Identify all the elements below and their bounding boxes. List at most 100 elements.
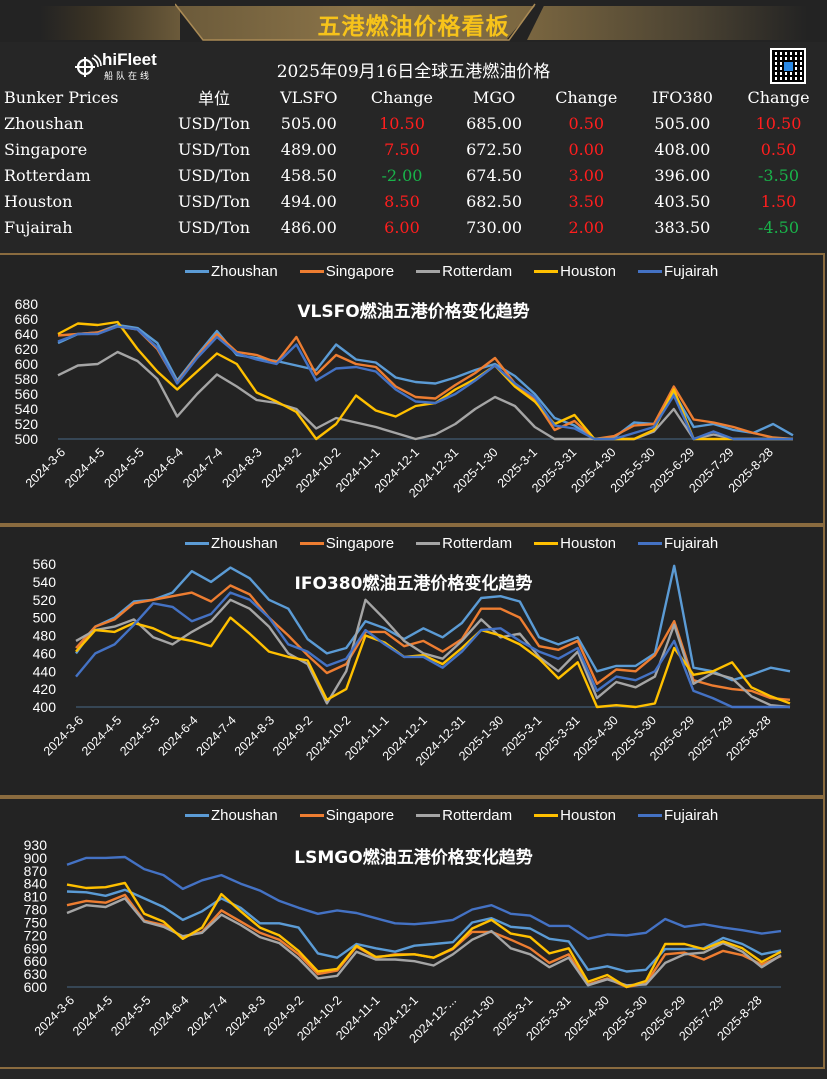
x-tick-label: 2024-5-5 (101, 445, 146, 490)
chart-legend: Zhoushan Singapore Rotterdam Houston Fujaira… (185, 535, 718, 552)
series-line-houston (57, 320, 793, 441)
header-vlsfo: VLSFO (280, 87, 338, 107)
vlsfo-chart-title: VLSFO燃油五港价格变化趋势 (297, 302, 530, 322)
y-tick-label: 460 (33, 645, 57, 661)
header-bar: 五港燃油价格看板 (0, 0, 827, 42)
y-tick-label: 780 (24, 902, 48, 918)
bunker-price-table: Bunker Prices 单位 VLSFO Change MGO Change… (0, 84, 827, 240)
y-tick-label: 500 (15, 431, 39, 447)
legend-label: Zhoushan (211, 263, 278, 280)
mgo-price: 674.50 (466, 165, 523, 185)
series-line-fujairah (57, 325, 793, 441)
hifleet-logo: hiFleet 船队在线 (72, 50, 172, 84)
legend-swatch (185, 542, 209, 545)
unit: USD/Ton (177, 165, 251, 185)
y-tick-label: 660 (15, 311, 39, 327)
vlsfo-price: 489.00 (280, 139, 337, 159)
y-tick-label: 600 (15, 356, 39, 372)
series-line-fujairah (66, 855, 782, 941)
legend-item-fujairah: Fujairah (638, 535, 718, 552)
table-row: Zhoushan USD/Ton 505.00 10.50 685.00 0.50 505.… (0, 110, 827, 136)
legend-label: Rotterdam (442, 535, 513, 552)
series-line-singapore (75, 584, 791, 701)
port-name: Houston (4, 191, 73, 211)
lsmgo-chart-title: LSMGO燃油五港价格变化趋势 (294, 848, 533, 868)
y-tick-label: 640 (15, 326, 39, 342)
y-tick-label: 750 (24, 914, 48, 930)
y-tick-label: 580 (15, 371, 39, 387)
chart-legend: Zhoushan Singapore Rotterdam Houston Fujaira… (185, 807, 718, 824)
legend-swatch (638, 270, 663, 273)
lsmgo-chart-panel: Zhoushan Singapore Rotterdam Houston Fujaira… (0, 797, 825, 1069)
mgo-price: 682.50 (466, 191, 523, 211)
x-tick-label: 2024-5-5 (108, 993, 153, 1038)
x-tick-label: 2024-7-4 (194, 713, 239, 758)
port-name: Fujairah (4, 217, 73, 237)
ifo380-price: 403.50 (654, 191, 711, 211)
series-line-houston (75, 616, 791, 709)
legend-item-zhoushan: Zhoushan (185, 535, 278, 552)
mgo-change: 0.00 (568, 139, 605, 159)
legend-swatch (185, 814, 209, 817)
legend-label: Fujairah (664, 807, 719, 824)
y-tick-label: 720 (24, 927, 48, 943)
mgo-price: 672.50 (466, 139, 523, 159)
y-tick-label: 600 (24, 979, 48, 995)
vlsfo-line-chart: 5005205405605806006206406606802024-3-620… (15, 296, 794, 500)
header-vlsfo-change: Change (370, 87, 434, 107)
ifo380-change: -4.50 (758, 217, 800, 237)
y-tick-label: 680 (15, 296, 39, 312)
legend-label: Singapore (325, 807, 395, 824)
y-tick-label: 400 (33, 699, 57, 715)
legend-label: Houston (560, 535, 617, 552)
header-ifo380-change: Change (747, 87, 810, 107)
vlsfo-change: 6.00 (384, 217, 420, 237)
unit: USD/Ton (177, 139, 251, 159)
legend-item-singapore: Singapore (299, 535, 394, 552)
series-line-rotterdam (57, 350, 793, 441)
y-tick-label: 930 (24, 837, 48, 853)
legend-item-houston: Houston (534, 263, 616, 280)
y-tick-label: 690 (24, 940, 48, 956)
legend-label: Rotterdam (442, 263, 513, 280)
series-line-houston (66, 881, 782, 989)
x-tick-label: 2024-3-6 (32, 993, 77, 1038)
y-tick-label: 560 (33, 556, 57, 572)
legend-item-singapore: Singapore (299, 807, 395, 824)
mgo-change: 3.50 (568, 191, 605, 211)
logo-subtext: 船队在线 (104, 71, 153, 81)
x-tick-label: 2024-6-4 (155, 713, 200, 758)
legend-label: Singapore (325, 263, 395, 280)
legend-swatch (534, 542, 559, 545)
legend-item-fujairah: Fujairah (638, 263, 718, 280)
y-tick-label: 540 (33, 574, 57, 590)
legend-swatch (534, 814, 559, 817)
unit: USD/Ton (177, 217, 251, 237)
table-row: Fujairah USD/Ton 486.00 6.00 730.00 2.00 383.5… (0, 214, 827, 240)
legend-item-rotterdam: Rotterdam (416, 535, 512, 552)
header-mgo-change: Change (555, 87, 618, 107)
legend-item-zhoushan: Zhoushan (185, 807, 278, 824)
table-row: Singapore USD/Ton 489.00 7.50 672.50 0.00 408.… (0, 136, 827, 162)
x-tick-label: 2024-8-3 (223, 993, 268, 1038)
legend-label: Houston (560, 807, 617, 824)
legend-item-houston: Houston (534, 535, 616, 552)
vlsfo-price: 494.00 (280, 191, 337, 211)
y-tick-label: 560 (15, 386, 39, 402)
ifo380-price: 505.00 (654, 113, 711, 133)
ifo380-chart-panel: Zhoushan Singapore Rotterdam Houston Fujaira… (0, 525, 825, 797)
vlsfo-change: 7.50 (384, 139, 420, 159)
ifo380-price: 383.50 (654, 217, 711, 237)
legend-item-fujairah: Fujairah (638, 807, 718, 824)
mgo-change: 3.00 (568, 165, 605, 185)
y-tick-label: 630 (24, 966, 48, 982)
chart-legend: Zhoushan Singapore Rotterdam Houston Fujaira… (185, 263, 718, 280)
y-tick-label: 500 (33, 610, 57, 626)
x-tick-label: 2024-3-6 (23, 445, 68, 490)
header-port: Bunker Prices (4, 87, 119, 107)
y-tick-label: 520 (33, 592, 57, 608)
x-tick-label: 2024-8-3 (219, 445, 264, 490)
y-tick-label: 420 (33, 681, 57, 697)
y-tick-label: 840 (24, 876, 48, 892)
logo-text: hiFleet (102, 50, 157, 69)
